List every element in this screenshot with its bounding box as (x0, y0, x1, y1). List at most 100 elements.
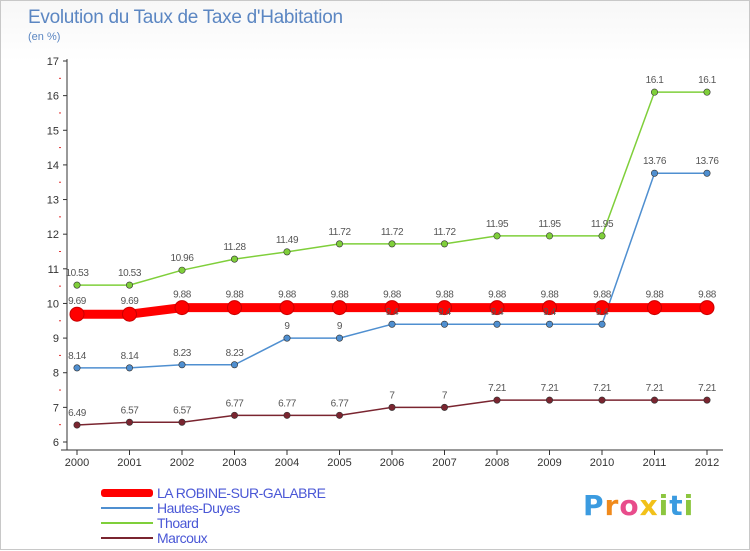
data-point (388, 240, 396, 248)
legend-swatch-marcoux (101, 537, 153, 539)
y-tick-label: 17 (47, 56, 59, 68)
x-tick-label: 2003 (222, 457, 246, 469)
data-label: 11.95 (486, 219, 509, 230)
data-point (231, 255, 239, 263)
data-label: 11.49 (276, 235, 299, 246)
proxiti-logo: Proxiti (583, 489, 694, 522)
data-point (440, 320, 448, 328)
data-label: 9.88 (593, 290, 612, 301)
data-point (283, 334, 291, 342)
data-point (650, 169, 658, 177)
data-label: 9.88 (278, 290, 297, 301)
data-point (178, 266, 186, 274)
data-point (335, 411, 343, 419)
x-tick-label: 2006 (380, 457, 404, 469)
data-label: 7.21 (698, 383, 717, 394)
y-tick-label: 7 (53, 402, 59, 414)
data-point (283, 248, 291, 256)
x-tick-label: 2004 (275, 457, 299, 469)
data-point (126, 418, 134, 426)
data-label: 8.14 (68, 351, 87, 362)
data-label: 9.88 (331, 290, 350, 301)
data-point (231, 361, 239, 369)
axes: 6 7 8 9 10 11 12 13 14 15 16 17 2000 2001 2002 2003 2004… (47, 56, 723, 469)
legend-swatch-hautes-duyes (101, 507, 153, 509)
legend-label-marcoux: Marcoux (157, 530, 208, 546)
data-point (594, 300, 610, 316)
data-label: 9.88 (488, 290, 507, 301)
data-label: 6.57 (121, 405, 140, 416)
data-point (598, 232, 606, 240)
data-label: 9 (337, 321, 343, 332)
chart-subtitle: (en %) (28, 31, 61, 43)
data-point (227, 300, 242, 316)
data-label: 16.1 (646, 75, 665, 86)
legend-swatch-robine (101, 489, 153, 497)
data-label: 8.23 (173, 348, 192, 359)
data-point (647, 300, 662, 316)
y-tick-label: 13 (47, 195, 59, 207)
x-tick-label: 2012 (695, 457, 719, 469)
data-label: 6.57 (173, 405, 192, 416)
data-label: 7.21 (488, 383, 507, 394)
data-point (122, 306, 137, 322)
data-point (73, 364, 81, 372)
data-label: 7 (389, 390, 395, 401)
data-label: 9.88 (541, 290, 560, 301)
data-point (178, 361, 186, 369)
data-label: 10.53 (65, 268, 89, 279)
data-point (279, 300, 295, 316)
data-point (650, 88, 658, 96)
data-point (489, 300, 505, 316)
data-point (69, 306, 85, 322)
y-tick-label: 10 (47, 298, 59, 310)
data-label: 9.4 (438, 307, 452, 318)
data-label: 9.88 (646, 290, 665, 301)
data-label: 11.72 (433, 227, 456, 238)
logo-letter: x (639, 489, 659, 522)
data-point (493, 396, 501, 404)
data-point (545, 232, 553, 240)
data-point (335, 334, 343, 342)
logo-letter: i (658, 489, 670, 522)
data-label: 7.21 (541, 383, 560, 394)
logo-letter: r (604, 489, 620, 522)
x-tick-label: 2001 (117, 457, 141, 469)
data-point (437, 300, 452, 316)
data-label: 9.88 (436, 290, 455, 301)
data-point (440, 240, 448, 248)
logo-letter: i (683, 489, 695, 522)
data-point (699, 300, 715, 316)
data-label: 9 (284, 321, 290, 332)
y-tick-label: 6 (53, 437, 59, 449)
data-label: 7.21 (593, 383, 612, 394)
legend-label-thoard: Thoard (157, 515, 199, 531)
logo-letter: P (583, 489, 605, 522)
data-label: 6.49 (68, 408, 87, 419)
data-point (174, 300, 190, 316)
data-label: 10.53 (118, 268, 142, 279)
data-label: 8.14 (121, 351, 140, 362)
data-label: 7.21 (646, 383, 665, 394)
x-tick-label: 2010 (590, 457, 614, 469)
data-point (126, 364, 134, 372)
data-point (440, 403, 448, 411)
data-label: 13.76 (643, 156, 667, 167)
x-tick-label: 2008 (485, 457, 509, 469)
data-label: 11.28 (223, 242, 246, 253)
data-label: 11.72 (328, 227, 351, 238)
data-point (650, 396, 658, 404)
data-label: 9.88 (383, 290, 402, 301)
data-label: 6.77 (331, 398, 350, 409)
data-label: 9.88 (173, 290, 192, 301)
logo-letter: t (669, 489, 684, 522)
data-point (332, 300, 347, 316)
data-point (388, 320, 396, 328)
data-label: 11.95 (538, 219, 561, 230)
data-point (283, 411, 291, 419)
logo-letter: o (619, 489, 640, 522)
data-label: 16.1 (698, 75, 717, 86)
data-point (545, 396, 553, 404)
